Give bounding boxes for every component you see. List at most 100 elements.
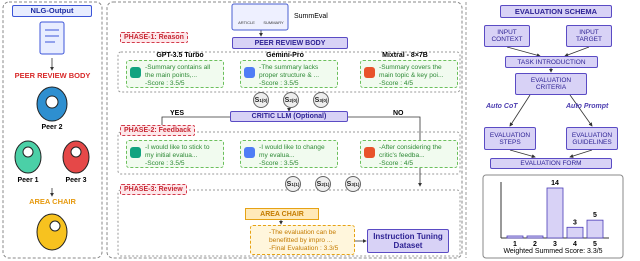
badge-sup: (1) [323, 181, 330, 187]
schema-box: INPUT CONTEXT [484, 25, 530, 47]
histogram-bar [526, 235, 544, 239]
badge-base: S [346, 180, 352, 188]
badge-sup: (1) [293, 181, 300, 187]
model-name: Gemini-Pro [266, 52, 304, 59]
bin-label: 1 [513, 241, 517, 248]
review-score: -Score : 3.5/5 [145, 160, 185, 167]
badge-sup: (0) [291, 97, 298, 103]
review-box: -The summary lacks proper structure & ..… [240, 60, 338, 88]
histogram-bar [506, 235, 524, 239]
badge-sub: 2 [321, 181, 324, 187]
peer-label: Peer 3 [65, 177, 87, 184]
review-text: -The summary lacks proper structure & ..… [259, 64, 320, 79]
final-score: -Final Evaluation : 3.3/5 [269, 245, 339, 252]
bar-label: 14 [551, 180, 559, 187]
bin-label: 2 [533, 241, 537, 248]
review-box: -I would like to change my evalua... -Sco… [240, 140, 338, 168]
badge-sub: 3 [351, 181, 354, 187]
peer-label: Peer 1 [17, 177, 39, 184]
bar-label: 5 [593, 212, 597, 219]
review-text: -The evaluation can be benefitted by imp… [269, 229, 337, 244]
schema-title: EVALUATION SCHEMA [500, 5, 612, 18]
badge-sub: 1 [291, 181, 294, 187]
phase-label: PHASE-2: Feedback [120, 125, 195, 136]
review-text: -I would like to change my evalua... [259, 144, 325, 159]
review-score: -Score : 4/5 [379, 160, 414, 167]
area-chair: AREA CHAIR [29, 197, 76, 206]
badge-sup: (0) [261, 97, 268, 103]
score-badge: S 1 (0) [253, 92, 269, 108]
middle-frame [106, 1, 463, 259]
histogram-bar [546, 187, 564, 239]
badge-sup: (0) [321, 97, 328, 103]
model-icon [364, 147, 375, 158]
badge-base: S [314, 96, 320, 104]
review-score: -Score : 3.5/5 [145, 80, 185, 87]
input-label: SUMMARY [263, 20, 284, 25]
phase-label: PHASE-3: Review [120, 184, 187, 195]
body-box: PEER REVIEW BODY [232, 37, 348, 49]
schema-box: EVALUATION CRITERIA [515, 73, 587, 95]
schema-box: EVALUATION STEPS [484, 127, 536, 150]
review-box: -Summary contains all the main points,..… [126, 60, 224, 88]
model-icon [364, 67, 375, 78]
model-name: Mixtral - 8×7B [382, 52, 428, 59]
model-name: GPT-3.5 Turbo [156, 52, 204, 59]
badge-base: S [254, 96, 260, 104]
nlg-output: NLG-Output [12, 5, 92, 17]
review-box: -I would like to stick to my initial eva… [126, 140, 224, 168]
badge-sub: 3 [319, 97, 322, 103]
input-label: ARTICLE [238, 20, 255, 25]
area-chair-box: AREA CHAIR [245, 208, 319, 220]
score-badge: S 2 (0) [283, 92, 299, 108]
review-text: -After considering the critic's feedba..… [379, 144, 442, 159]
score-badge: S 3 (0) [313, 92, 329, 108]
review-box: -After considering the critic's feedba..… [360, 140, 458, 168]
badge-base: S [316, 180, 322, 188]
score-badge: S 2 (1) [315, 176, 331, 192]
dataset: SummEval [294, 13, 328, 20]
model-icon [130, 147, 141, 158]
badge-sup: (1) [353, 181, 360, 187]
review-score: -Score : 3.5/5 [259, 160, 299, 167]
bin-label: 3 [553, 241, 557, 248]
yes-label: YES [170, 110, 185, 117]
model-icon [244, 147, 255, 158]
review-score: -Score : 3.5/5 [259, 80, 299, 87]
peer-review-body: PEER REVIEW BODY [14, 71, 91, 80]
bin-label: 5 [593, 241, 597, 248]
histogram-caption: Weighted Summed Score: 3.3/5 [503, 248, 603, 255]
schema-box: EVALUATION FORM [490, 158, 612, 169]
badge-base: S [286, 180, 292, 188]
review-text: -I would like to stick to my initial eva… [145, 144, 210, 159]
critic-box: CRITIC LLM (Optional) [230, 111, 348, 122]
mascots [14, 3, 289, 251]
phase2-frame [117, 131, 461, 175]
auto-cot: Auto CoT [486, 103, 518, 110]
badge-base: S [284, 96, 290, 104]
badge-sub: 1 [259, 97, 262, 103]
review-text: -Summary covers the main topic & key poi… [379, 64, 444, 79]
phase-label: PHASE-1: Reason [120, 32, 188, 43]
phase1-frame [117, 51, 461, 93]
review-box: -Summary covers the main topic & key poi… [360, 60, 458, 88]
schema-box: EVALUATION GUIDELINES [566, 127, 618, 150]
schema-box: INPUT TARGET [566, 25, 612, 47]
histogram-bar [586, 219, 604, 239]
badge-sub: 2 [289, 97, 292, 103]
left-frame [2, 1, 103, 259]
model-icon [130, 67, 141, 78]
schema-box: TASK INTRODUCTION [505, 56, 598, 68]
bar-label: 3 [573, 219, 577, 226]
bin-label: 4 [573, 241, 577, 248]
model-icon [244, 67, 255, 78]
score-badge: S 1 (1) [285, 176, 301, 192]
peer-label: Peer 2 [41, 124, 63, 131]
histogram-bar [566, 226, 584, 239]
review-score: -Score : 4/5 [379, 80, 414, 87]
review-text: -Summary contains all the main points,..… [145, 64, 211, 79]
score-badge: S 3 (1) [345, 176, 361, 192]
area-chair-review: -The evaluation can be benefitted by imp… [250, 225, 355, 255]
